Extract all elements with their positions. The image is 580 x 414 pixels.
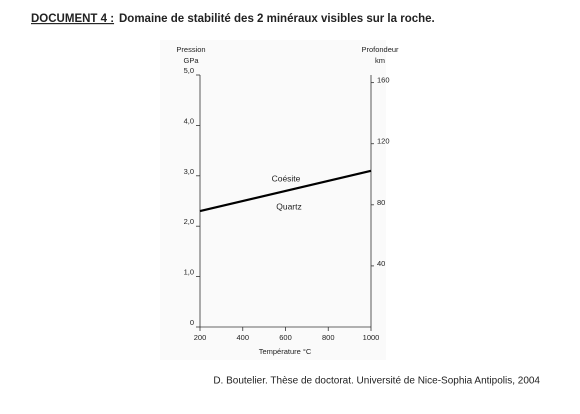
y-tick-label: 5,0	[184, 66, 194, 75]
boundary-line	[199, 169, 372, 213]
source: D. Boutelier. Thèse de doctorat. Univers…	[213, 376, 540, 387]
x-tick-label: 1000	[363, 333, 380, 342]
doc-label: DOCUMENT 4 :	[31, 13, 114, 25]
y-unit: GPa	[183, 56, 199, 65]
y-tick-label: 1,0	[184, 268, 194, 277]
y2-unit: km	[375, 56, 385, 65]
x-tick-label: 200	[194, 333, 207, 342]
y-tick-label: 0	[190, 318, 194, 327]
y2-tick-label: 160	[377, 76, 390, 85]
chart: 0 1,0 2,0 3,0 4,0 5,0 40 80 120 160 200 400 600 800 10…	[176, 45, 399, 356]
annotation: Quartz	[276, 201, 302, 211]
x-tick-label: 600	[279, 333, 292, 342]
y2-tick-label: 40	[377, 259, 385, 268]
y-tick-label: 2,0	[184, 217, 194, 226]
y-tick-label: 4,0	[184, 116, 194, 125]
y2-tick-label: 80	[377, 198, 385, 207]
annotation: Coésite	[272, 173, 301, 183]
x-label: Température °C	[259, 347, 312, 356]
doc-title: Domaine de stabilité des 2 minéraux visi…	[119, 13, 435, 25]
y-tick-label: 3,0	[184, 167, 194, 176]
y2-label: Profondeur	[361, 45, 399, 54]
x-tick-label: 400	[236, 333, 249, 342]
y-label: Pression	[176, 45, 205, 54]
y2-tick-label: 120	[377, 137, 390, 146]
x-tick-label: 800	[322, 333, 335, 342]
figure-bg	[160, 40, 386, 360]
